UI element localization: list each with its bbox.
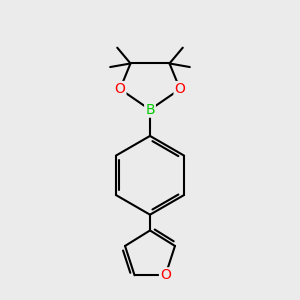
Text: O: O — [160, 268, 171, 282]
Text: B: B — [145, 103, 155, 117]
Text: O: O — [175, 82, 185, 96]
Text: O: O — [115, 82, 125, 96]
